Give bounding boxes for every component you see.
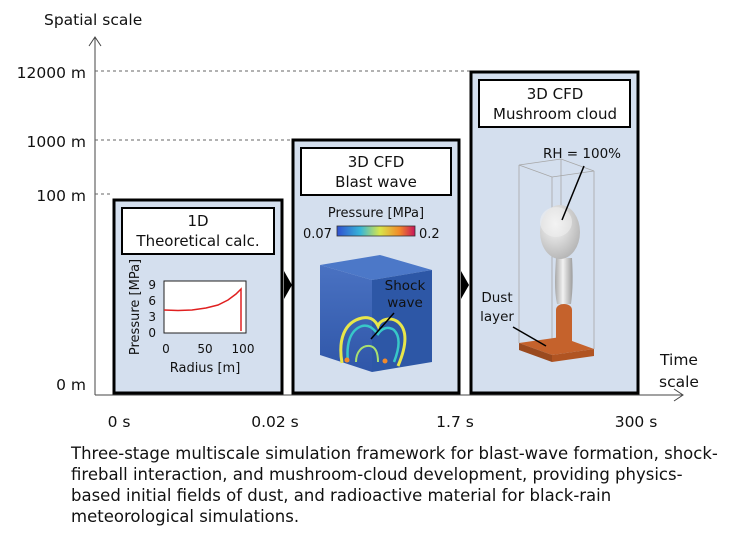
- pressure-curve: [163, 287, 242, 331]
- pressure-plot-xtick: 50: [197, 342, 212, 356]
- rh-label: RH = 100%: [543, 146, 621, 162]
- stage-mushroom-cloud-panel: 3D CFD Mushroom cloud RH = 100% Dust lay…: [469, 70, 640, 395]
- stage-1-title-line2: Theoretical calc.: [135, 232, 259, 250]
- pressure-plot-ylabel: Pressure [MPa]: [128, 259, 143, 355]
- colorbar: [336, 225, 416, 237]
- dust-layer-label-line2: layer: [480, 309, 514, 325]
- mushroom-stem: [555, 258, 573, 304]
- colorbar-max: 0.2: [419, 227, 440, 242]
- x-tick-label: 300 s: [615, 413, 658, 431]
- dust-layer-front: [519, 343, 552, 362]
- stage-arrow-2: [461, 271, 469, 299]
- y-tick-label: 1000 m: [27, 133, 86, 151]
- colorbar-min: 0.07: [303, 227, 332, 242]
- dust-layer-side: [552, 349, 594, 362]
- stage-1d-panel: 1D Theoretical calc. Pressure [MPa] 9 6 …: [112, 198, 284, 395]
- pressure-plot-ytick: 3: [148, 310, 156, 324]
- blast-wave-cube: [320, 255, 432, 372]
- mushroom-cloud-head-upper: [540, 207, 572, 237]
- pressure-plot-xlabel: Radius [m]: [170, 361, 241, 376]
- cube-top-face: [320, 255, 432, 280]
- shock-wave-pointer: [370, 312, 395, 340]
- x-axis-title-line2: scale: [659, 373, 699, 391]
- pressure-plot-xtick: 100: [232, 342, 255, 356]
- shock-wave-label-line1: Shock: [385, 278, 426, 294]
- pressure-plot-area: [163, 280, 247, 334]
- x-tick-label: 0 s: [108, 413, 131, 431]
- figure-caption: Three-stage multiscale simulation framew…: [71, 444, 718, 526]
- shock-wave-ring-inner: [346, 324, 400, 363]
- fireball-hot-spot: [382, 358, 388, 364]
- stage-2-title-box: [300, 147, 452, 196]
- y-axis-arrow: [88, 36, 102, 47]
- y-axis-title: Spatial scale: [44, 11, 142, 29]
- shock-wave-ring-outer: [339, 316, 407, 367]
- y-tick-label: 100 m: [36, 187, 86, 205]
- x-axis-arrow: [673, 388, 684, 402]
- fireball-hot-spot: [344, 357, 350, 363]
- y-tick-label: 12000 m: [17, 64, 86, 82]
- stage-3-title-box: [478, 79, 631, 128]
- dust-layer-label-line1: Dust: [481, 290, 512, 306]
- stage-1-title-box: [121, 207, 275, 255]
- shock-wave-core: [355, 344, 379, 363]
- stage-3-title-line1: 3D CFD: [527, 85, 584, 103]
- x-tick-label: 0.02 s: [251, 413, 299, 431]
- pressure-plot-xtick: 0: [162, 342, 170, 356]
- colorbar-label: Pressure [MPa]: [328, 206, 424, 221]
- stage-2-title-line2: Blast wave: [335, 173, 417, 191]
- shock-wave-label-line2: wave: [387, 295, 423, 311]
- x-axis-title-line1: Time: [659, 351, 698, 369]
- x-tick-label: 1.7 s: [436, 413, 474, 431]
- stage-blast-wave-panel: 3D CFD Blast wave Pressure [MPa] 0.07 0.…: [291, 138, 461, 395]
- rh-pointer: [561, 165, 585, 221]
- pressure-plot-ytick: 0: [148, 326, 156, 340]
- dust-column: [556, 304, 572, 345]
- stage-arrow-1: [284, 271, 292, 299]
- axes: Spatial scale Time scale 12000 m 1000 m …: [17, 11, 699, 431]
- pressure-plot-ytick: 9: [148, 278, 156, 292]
- stage-1-title-line1: 1D: [187, 212, 208, 230]
- stage-2-title-line1: 3D CFD: [348, 153, 405, 171]
- y-tick-label: 0 m: [56, 376, 86, 394]
- dust-layer-pointer: [512, 326, 547, 347]
- stage-3-title-line2: Mushroom cloud: [493, 105, 617, 123]
- cube-right-face: [372, 270, 432, 372]
- pressure-plot-ytick: 6: [148, 294, 156, 308]
- cube-front-face: [320, 265, 372, 372]
